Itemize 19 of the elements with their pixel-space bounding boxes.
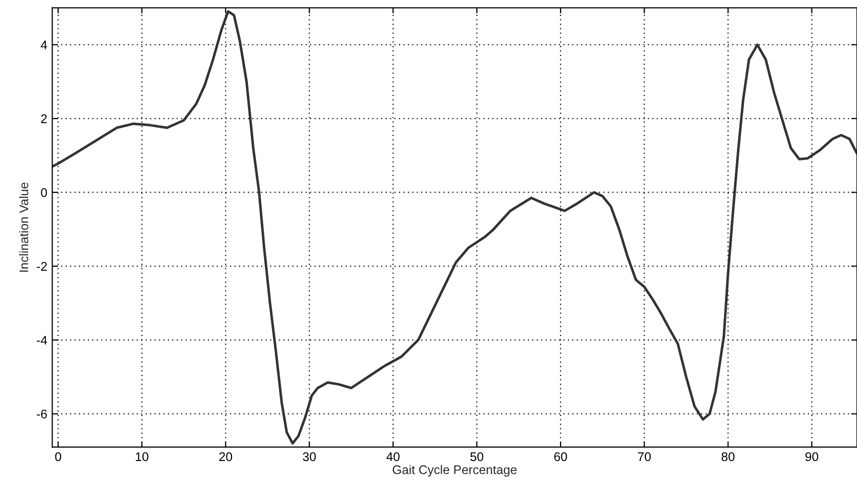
x-tick-label: 50 bbox=[470, 452, 484, 462]
x-tick-label: 10 bbox=[136, 452, 148, 462]
x-tick-label: 80 bbox=[722, 452, 735, 462]
x-tick-label: 0 bbox=[55, 452, 62, 462]
y-axis-title: Inclination Value bbox=[19, 182, 28, 272]
y-tick-label: 0 bbox=[40, 188, 47, 198]
y-tick-label: 4 bbox=[40, 40, 48, 50]
y-tick-label: -2 bbox=[36, 262, 47, 271]
y-tick-label: -4 bbox=[36, 336, 48, 345]
y-tick-label: -6 bbox=[36, 410, 47, 418]
x-tick-label: 20 bbox=[219, 452, 232, 462]
x-tick-label: 90 bbox=[805, 452, 818, 462]
y-tick-label: 2 bbox=[41, 114, 47, 124]
x-tick-label: 60 bbox=[554, 452, 568, 462]
x-tick-label: 40 bbox=[386, 452, 400, 462]
x-tick-label: 30 bbox=[302, 452, 316, 462]
x-tick-label: 70 bbox=[638, 452, 651, 462]
line-series bbox=[52, 10, 857, 445]
x-axis-title: Gait Cycle Percentage bbox=[392, 464, 517, 477]
